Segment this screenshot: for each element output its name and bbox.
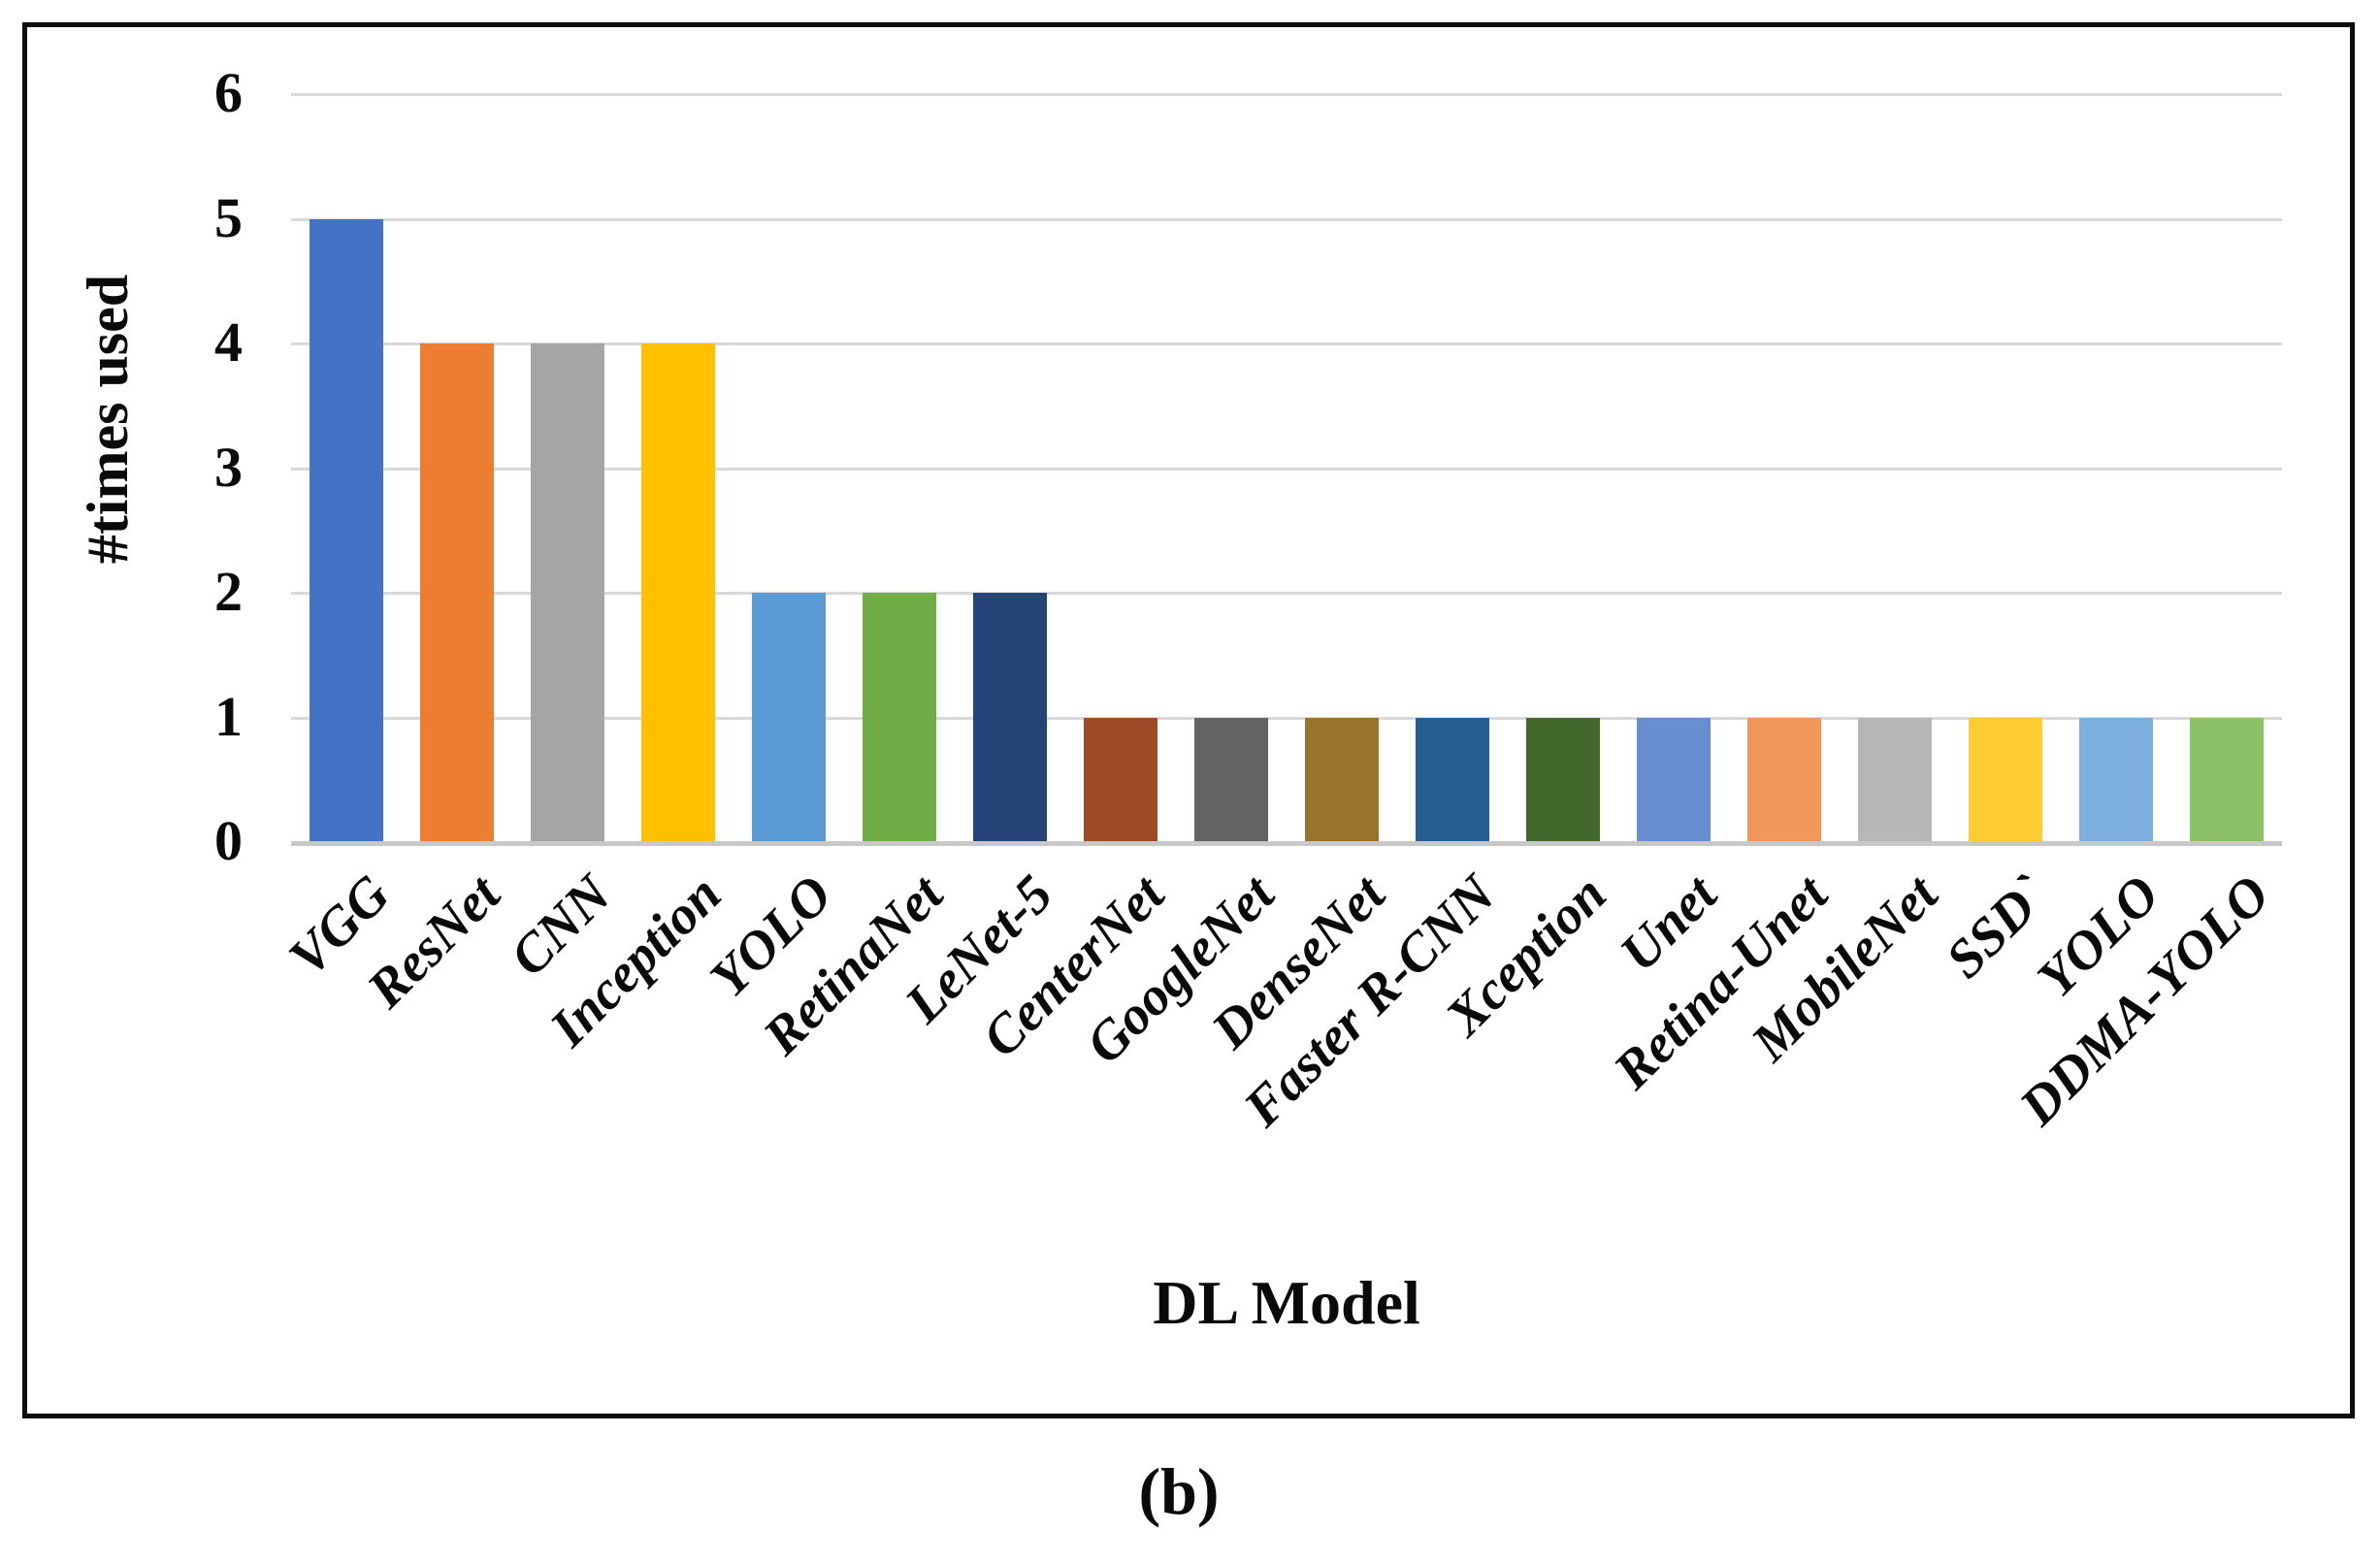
bar-inception (641, 343, 715, 842)
gridline-5 (291, 217, 2282, 221)
y-tick-label-4: 4 (214, 310, 243, 374)
figure-caption: (b) (1138, 1454, 1220, 1528)
y-tick-label-2: 2 (214, 560, 243, 623)
y-tick-label-5: 5 (214, 185, 243, 249)
bar-densenet (1305, 717, 1379, 842)
y-tick-label-6: 6 (214, 61, 243, 124)
figure-border (22, 22, 2355, 1418)
x-axis-title: DL Model (1153, 1268, 1420, 1337)
bar-googlenet (1194, 717, 1268, 842)
gridline-6 (291, 93, 2282, 96)
gridline-2 (291, 592, 2282, 595)
bar-yolo (752, 593, 826, 842)
gridline-1 (291, 716, 2282, 720)
y-tick-label-0: 0 (214, 809, 243, 872)
bar-mobilenet (1858, 717, 1932, 842)
bar-vgg (310, 218, 383, 842)
bar-retina-unet (1747, 717, 1821, 842)
bar-resnet (420, 343, 494, 842)
bar-unet (1637, 717, 1711, 842)
bar-ssd- (1969, 717, 2042, 842)
bar-faster-r-cnn (1416, 717, 1489, 842)
bar-yolo (2079, 717, 2153, 842)
y-tick-label-3: 3 (214, 435, 243, 499)
y-tick-label-1: 1 (214, 684, 243, 748)
bar-retinanet (863, 593, 936, 842)
y-axis-title: #times used (76, 274, 140, 565)
bar-cnn (531, 343, 604, 842)
x-axis-line (291, 841, 2282, 846)
gridline-3 (291, 467, 2282, 471)
bar-xception (1526, 717, 1600, 842)
bar-ddma-yolo (2190, 717, 2264, 842)
bar-centernet (1084, 717, 1157, 842)
bar-lenet-5 (973, 593, 1047, 842)
gridline-4 (291, 342, 2282, 345)
